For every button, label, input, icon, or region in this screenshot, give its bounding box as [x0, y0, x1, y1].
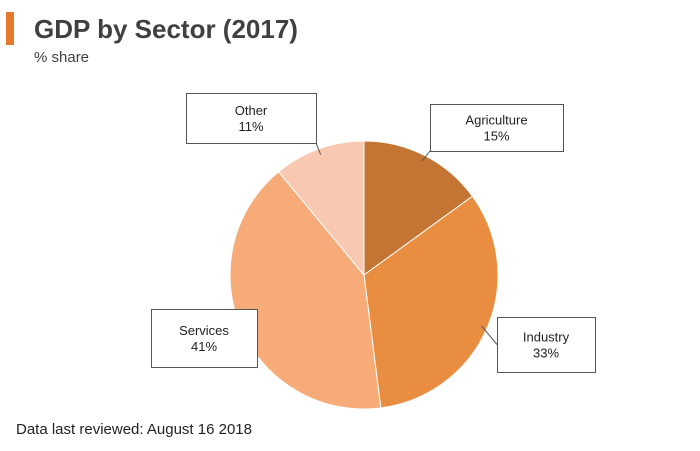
pie-slice-agriculture: [363, 140, 474, 276]
chart-subtitle: % share: [34, 49, 90, 66]
callout-leader-industry: [481, 325, 498, 345]
data-reviewed-note: Data last reviewed: August 16 2018: [16, 421, 252, 438]
callout-value-agriculture: 15%: [483, 129, 509, 144]
callout-box-other: [186, 93, 317, 144]
callout-label-services: Services: [179, 323, 229, 338]
callout-label-industry: Industry: [523, 330, 570, 345]
pie-slice-industry: [363, 195, 499, 409]
chart-title: GDP by Sector (2017): [34, 14, 298, 44]
pie-slices: [229, 140, 499, 410]
callout-box-industry: [497, 317, 596, 373]
callout-label-agriculture: Agriculture: [465, 113, 527, 128]
callout-box-services: [151, 309, 258, 368]
callout-value-other: 11%: [238, 119, 263, 134]
callout-box-agriculture: [430, 104, 564, 152]
callout-leader-other: [315, 142, 322, 155]
callout-value-services: 41%: [191, 339, 217, 354]
title-accent-bar: [6, 12, 14, 45]
callout-label-other: Other: [235, 103, 268, 118]
callout-value-industry: 33%: [533, 346, 559, 361]
callout-leader-agriculture: [421, 150, 431, 162]
